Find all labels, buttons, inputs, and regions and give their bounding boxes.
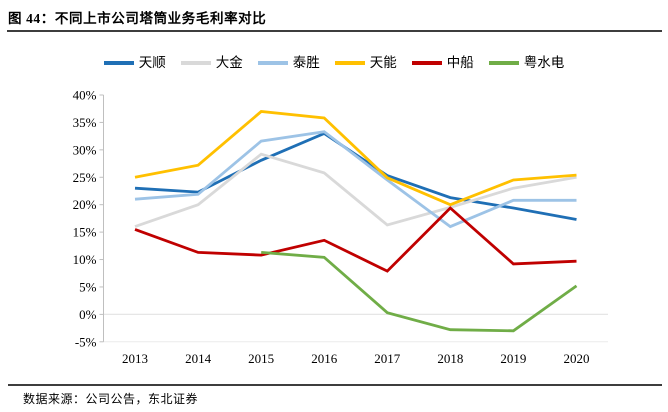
series-line-天能 <box>134 110 577 207</box>
legend-item: 天能 <box>334 55 397 71</box>
legend-label: 大金 <box>215 55 243 71</box>
series-line-中船 <box>134 206 577 273</box>
legend-swatch-icon <box>103 61 134 65</box>
legend-item: 中船 <box>411 55 474 71</box>
title-divider <box>7 30 662 32</box>
series-line-粤水电 <box>261 251 578 333</box>
chart-legend: 天顺 大金 泰胜 天能 中船 粤水电 <box>0 54 668 72</box>
legend-swatch-icon <box>180 61 211 65</box>
y-tick-label: 30% <box>73 142 97 157</box>
y-tick-label: 10% <box>73 252 97 267</box>
legend-label: 天顺 <box>138 55 166 71</box>
x-tick-label: 2017 <box>374 351 401 366</box>
legend-item: 泰胜 <box>257 55 320 71</box>
y-tick-label: -5% <box>75 334 97 349</box>
legend-label: 中船 <box>446 55 474 71</box>
legend-label: 天能 <box>369 55 397 71</box>
legend-item: 粤水电 <box>488 55 565 71</box>
legend-swatch-icon <box>488 61 519 65</box>
legend-swatch-icon <box>411 61 442 65</box>
x-tick-label: 2013 <box>122 351 148 366</box>
y-tick-label: 0% <box>79 307 97 322</box>
x-tick-label: 2020 <box>563 351 589 366</box>
x-tick-label: 2016 <box>311 351 338 366</box>
footer-divider <box>8 384 662 386</box>
legend-label: 泰胜 <box>292 55 320 71</box>
x-tick-label: 2019 <box>500 351 526 366</box>
y-tick-label: 15% <box>73 225 97 240</box>
x-tick-label: 2014 <box>185 351 212 366</box>
y-tick-label: 20% <box>73 197 97 212</box>
y-tick-label: 35% <box>73 115 97 130</box>
legend-swatch-icon <box>334 61 365 65</box>
legend-item: 天顺 <box>103 55 166 71</box>
x-tick-label: 2015 <box>248 351 274 366</box>
y-tick-label: 25% <box>73 170 97 185</box>
x-tick-label: 2018 <box>437 351 463 366</box>
y-tick-label: 40% <box>73 88 97 103</box>
y-tick-label: 5% <box>79 279 97 294</box>
legend-swatch-icon <box>257 61 288 65</box>
series-line-大金 <box>134 152 577 228</box>
source-note: 数据来源：公司公告，东北证券 <box>23 392 199 406</box>
figure-title: 图 44：不同上市公司塔筒业务毛利率对比 <box>8 11 267 26</box>
legend-item: 大金 <box>180 55 243 71</box>
series-line-泰胜 <box>134 130 577 229</box>
legend-label: 粤水电 <box>523 55 565 71</box>
